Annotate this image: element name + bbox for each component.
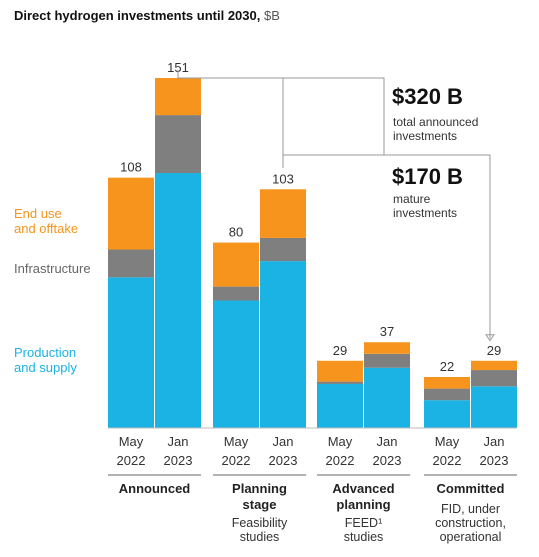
total-label-0-0: 108 <box>120 160 142 175</box>
bar-production-1-1 <box>260 261 306 428</box>
bar-production-3-0 <box>424 400 470 428</box>
chart-title: Direct hydrogen investments until 2030, … <box>14 8 280 23</box>
connector-arrow-head <box>485 334 495 342</box>
legend-production-1: and supply <box>14 360 77 375</box>
bar-infrastructure-3-0 <box>424 388 470 401</box>
bar-label-year-0-0: 2022 <box>117 453 146 468</box>
bar-production-3-1 <box>471 386 517 428</box>
bar-infrastructure-0-0 <box>108 249 154 278</box>
callout-mature-text-1: investments <box>393 206 457 220</box>
bar-label-month-3-1: Jan <box>484 434 505 449</box>
bar-enduse-0-1 <box>155 78 201 116</box>
bar-production-0-1 <box>155 173 201 428</box>
callout-total-text-0: total announced <box>393 115 478 129</box>
bar-label-year-0-1: 2023 <box>164 453 193 468</box>
group-name-1-1: stage <box>243 497 277 512</box>
group-name-2-1: planning <box>336 497 390 512</box>
total-label-3-0: 22 <box>440 359 454 374</box>
bar-production-2-0 <box>317 383 363 428</box>
total-label-3-1: 29 <box>487 343 501 358</box>
bar-label-month-0-1: Jan <box>168 434 189 449</box>
legend-production-0: Production <box>14 345 76 360</box>
bar-infrastructure-2-1 <box>364 353 410 368</box>
connector-mature <box>282 154 491 339</box>
group-name-0-0: Announced <box>119 481 191 496</box>
total-label-1-0: 80 <box>229 225 243 240</box>
bar-enduse-1-0 <box>213 242 259 287</box>
bar-enduse-3-1 <box>471 360 517 371</box>
group-sub-1-0: Feasibility <box>232 516 288 530</box>
bar-label-year-1-0: 2022 <box>222 453 251 468</box>
bar-label-year-3-0: 2022 <box>433 453 462 468</box>
bar-label-year-2-0: 2022 <box>326 453 355 468</box>
callout-total-value: $320 B <box>392 84 463 109</box>
legend-enduse-1: and offtake <box>14 221 78 236</box>
group-name-2-0: Advanced <box>332 481 394 496</box>
bar-label-year-3-1: 2023 <box>480 453 509 468</box>
callout-total-text-1: investments <box>393 129 457 143</box>
connector-total-top <box>177 70 385 155</box>
group-sub-1-1: studies <box>240 530 280 544</box>
group-sub-3-1: construction, <box>435 516 506 530</box>
group-name-1-0: Planning <box>232 481 287 496</box>
bar-label-year-1-1: 2023 <box>269 453 298 468</box>
bar-label-month-3-0: May <box>435 434 460 449</box>
group-sub-3-2: operational <box>440 530 502 544</box>
bar-label-month-1-0: May <box>224 434 249 449</box>
bar-infrastructure-1-0 <box>213 286 259 301</box>
bar-production-2-1 <box>364 367 410 428</box>
total-label-2-0: 29 <box>333 343 347 358</box>
group-sub-2-1: studies <box>344 530 384 544</box>
bar-production-1-0 <box>213 300 259 428</box>
group-name-3-0: Committed <box>437 481 505 496</box>
bar-enduse-1-1 <box>260 189 306 238</box>
bar-enduse-2-1 <box>364 342 410 354</box>
bar-label-month-2-0: May <box>328 434 353 449</box>
total-label-0-1: 151 <box>167 60 189 75</box>
bar-infrastructure-0-1 <box>155 115 201 174</box>
bar-label-month-2-1: Jan <box>377 434 398 449</box>
bar-infrastructure-3-1 <box>471 370 517 387</box>
callout-mature-value: $170 B <box>392 164 463 189</box>
bar-label-month-0-0: May <box>119 434 144 449</box>
callout-mature-text-0: mature <box>393 192 431 206</box>
legend-enduse-0: End use <box>14 206 62 221</box>
bar-enduse-2-0 <box>317 360 363 382</box>
total-label-1-1: 103 <box>272 171 294 186</box>
bar-enduse-0-0 <box>108 177 154 250</box>
bar-production-0-0 <box>108 277 154 428</box>
total-label-2-1: 37 <box>380 324 394 339</box>
bar-infrastructure-2-0 <box>317 381 363 384</box>
chart-title-text: Direct hydrogen investments until 2030, <box>14 8 261 23</box>
bar-enduse-3-0 <box>424 377 470 389</box>
chart-title-unit: $B <box>263 8 280 23</box>
group-sub-2-0: FEED¹ <box>345 516 383 530</box>
group-sub-3-0: FID, under <box>441 502 500 516</box>
legend-infrastructure-0: Infrastructure <box>14 261 91 276</box>
bar-label-month-1-1: Jan <box>273 434 294 449</box>
bar-infrastructure-1-1 <box>260 237 306 262</box>
bar-label-year-2-1: 2023 <box>373 453 402 468</box>
